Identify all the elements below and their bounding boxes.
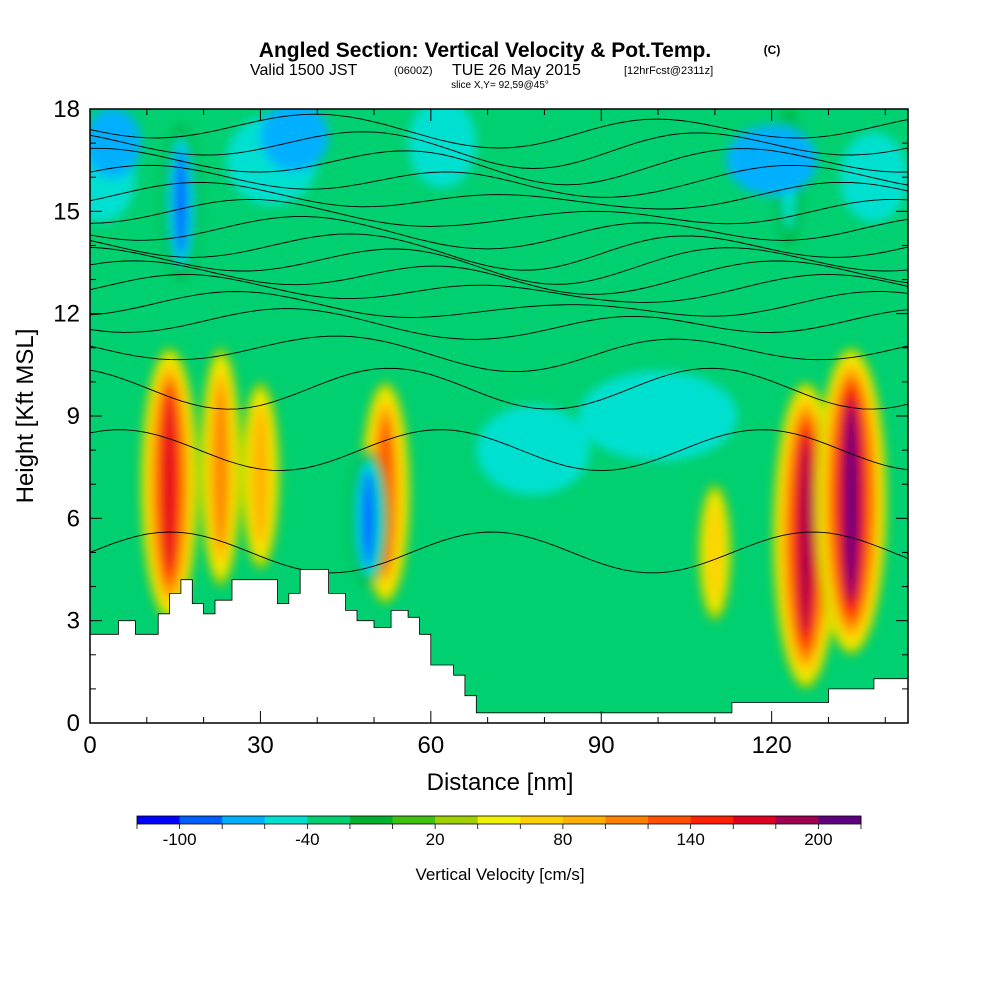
- isentrope: [90, 216, 908, 250]
- sinking-band: [408, 109, 477, 189]
- isentrope: [90, 273, 908, 303]
- colorbar-swatch: [690, 816, 734, 824]
- svg-text:(0600Z): (0600Z): [394, 65, 433, 77]
- chart-subtitle: Valid 1500 JST (0600Z) TUE 26 May 2015 […: [250, 62, 713, 79]
- colorbar-tick-label: 20: [426, 830, 445, 849]
- colorbar-swatch: [733, 816, 777, 824]
- updraft-2: [240, 381, 281, 570]
- colorbar-tick-label: 80: [553, 830, 572, 849]
- isentrope: [90, 181, 908, 210]
- velocity-field: [90, 109, 908, 689]
- downdraft-level: [362, 472, 374, 565]
- updraft-level: [846, 406, 857, 596]
- sinking-band: [726, 125, 818, 196]
- colorbar-swatch: [179, 816, 223, 824]
- colorbar-swatch: [349, 816, 394, 824]
- colorbar-swatch: [648, 816, 692, 824]
- isentrope: [90, 291, 908, 318]
- isentrope: [90, 113, 908, 149]
- svg-text:TUE 26 May 2015: TUE 26 May 2015: [452, 62, 581, 79]
- colorbar-swatch: [264, 816, 308, 824]
- updraft-level: [253, 410, 267, 542]
- isentrope: [90, 164, 908, 198]
- isentrope: [90, 147, 908, 186]
- colorbar-tick-label: -100: [163, 830, 197, 849]
- updraft-1: [199, 347, 242, 587]
- x-axis: 0 30 60 90 120: [83, 109, 886, 759]
- colorbar-frame: [136, 815, 862, 825]
- x-tick-label: 90: [588, 732, 615, 759]
- isentrope: [90, 308, 908, 340]
- y-tick-label: 3: [67, 608, 80, 635]
- colorbar-swatch: [605, 816, 649, 824]
- x-tick-label: 30: [247, 732, 274, 759]
- y-tick-label: 9: [67, 403, 80, 430]
- y-axis: 0 3 6 9 12 15 18: [53, 96, 908, 737]
- x-axis-label: Distance [nm]: [427, 769, 574, 796]
- colorbar-swatch: [392, 816, 436, 824]
- terrain: [90, 569, 908, 723]
- y-tick-label: 18: [53, 96, 80, 123]
- sinking-band: [839, 132, 908, 223]
- chart-title: Angled Section: Vertical Velocity & Pot.…: [259, 39, 711, 62]
- y-tick-label: 12: [53, 301, 80, 328]
- y-tick-label: 6: [67, 505, 80, 532]
- y-axis-label: Height [Kft MSL]: [12, 329, 39, 504]
- slice-label: slice X,Y= 92,59@45°: [451, 80, 549, 91]
- updraft-level: [164, 398, 175, 571]
- potential-temperature-contours: [90, 113, 908, 574]
- sinking-band: [476, 405, 590, 496]
- downdraft-0: [161, 126, 201, 280]
- isentrope: [90, 531, 908, 574]
- sinking-band: [90, 109, 142, 179]
- colorbar-swatch: [222, 816, 266, 824]
- x-tick-label: 0: [83, 732, 96, 759]
- updraft-level: [707, 501, 723, 604]
- updraft-6: [815, 347, 888, 655]
- svg-text:Valid 1500 JST: Valid 1500 JST: [250, 62, 358, 79]
- y-tick-label: 15: [53, 198, 80, 225]
- colorbar-swatch: [520, 816, 564, 824]
- isentrope: [90, 260, 908, 295]
- colorbar-swatch: [477, 816, 521, 824]
- colorbar-tick-label: 140: [676, 830, 704, 849]
- colorbar-swatch: [435, 816, 479, 824]
- colorbar-label: Vertical Velocity [cm/s]: [415, 865, 584, 884]
- colorbar: -100 -40 20 80 140 200: [136, 815, 862, 849]
- colorbar-swatch: [307, 816, 351, 824]
- updraft-level: [214, 386, 227, 548]
- colorbar-swatch: [137, 816, 181, 824]
- updraft-4: [697, 484, 732, 621]
- svg-text:[12hrFcst@2311z]: [12hrFcst@2311z]: [624, 65, 713, 77]
- isentrope: [90, 131, 908, 169]
- isentrope: [90, 429, 908, 472]
- isentrope: [90, 335, 908, 373]
- downdraft-1: [348, 450, 388, 587]
- sinking-band: [578, 371, 738, 461]
- chart-title-units: (C): [764, 43, 781, 57]
- updraft-level: [800, 440, 812, 631]
- colorbar-swatch: [775, 816, 819, 824]
- colorbar-tick-label: -40: [295, 830, 320, 849]
- sinking-band: [260, 109, 329, 172]
- isentrope: [90, 246, 908, 285]
- y-tick-label: 0: [67, 710, 80, 737]
- x-tick-label: 120: [752, 732, 792, 759]
- isentrope: [90, 198, 908, 227]
- x-tick-label: 60: [417, 732, 444, 759]
- colorbar-swatch: [818, 816, 862, 824]
- colorbar-tick-label: 200: [804, 830, 832, 849]
- downdraft-level: [175, 151, 187, 255]
- isentrope: [90, 233, 908, 271]
- colorbar-swatch: [562, 816, 606, 824]
- isentrope: [90, 367, 908, 410]
- plot-area: [90, 109, 908, 723]
